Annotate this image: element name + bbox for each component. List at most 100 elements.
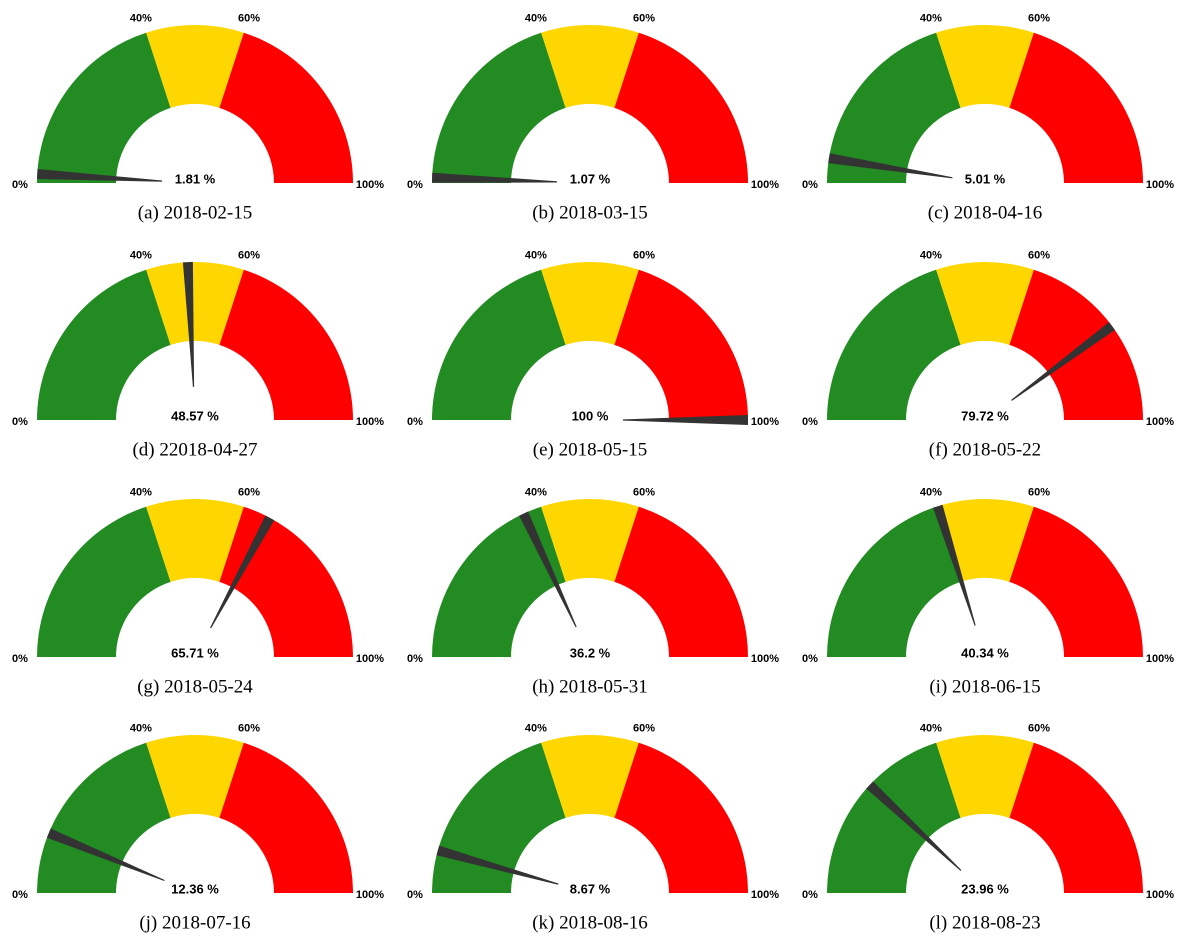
tick-label: 100%: [356, 416, 384, 428]
tick-label: 0%: [12, 653, 28, 665]
gauge-band: [936, 499, 1034, 582]
caption: (d) 22018-04-27: [132, 439, 257, 460]
gauge-band: [37, 269, 171, 420]
tick-label: 40%: [525, 486, 547, 498]
gauge-band: [827, 742, 961, 893]
needle: [46, 828, 165, 882]
gauge-band: [936, 262, 1034, 345]
tick-label: 100%: [751, 179, 779, 191]
tick-label: 100%: [751, 889, 779, 901]
tick-label: 60%: [633, 12, 655, 24]
tick-label: 40%: [920, 249, 942, 261]
tick-label: 0%: [12, 889, 28, 901]
tick-label: 40%: [525, 12, 547, 24]
gauge-band: [541, 262, 639, 345]
gauge-band: [146, 262, 244, 345]
gauge-band: [1009, 742, 1143, 893]
tick-label: 100%: [356, 653, 384, 665]
gauge-band: [219, 506, 353, 657]
gauge-band: [541, 499, 639, 582]
gauge-band: [827, 269, 961, 420]
tick-label: 60%: [238, 722, 260, 734]
needle: [1011, 321, 1115, 401]
tick-label: 0%: [12, 416, 28, 428]
gauge-band: [614, 269, 748, 420]
gauge-band: [219, 269, 353, 420]
gauge-band: [432, 742, 566, 893]
needle: [36, 169, 163, 182]
caption: (k) 2018-08-16: [532, 912, 648, 933]
tick-label: 60%: [238, 249, 260, 261]
caption: (g) 2018-05-24: [137, 676, 253, 697]
needle: [866, 781, 962, 871]
gauge-band: [432, 269, 566, 420]
value-label: 12.36 %: [171, 881, 219, 896]
tick-label: 60%: [1028, 249, 1050, 261]
gauge-band: [827, 506, 961, 657]
tick-label: 40%: [525, 722, 547, 734]
caption: (i) 2018-06-15: [929, 676, 1040, 697]
gauge-band: [614, 506, 748, 657]
caption: (e) 2018-05-15: [533, 439, 648, 460]
tick-label: 0%: [802, 889, 818, 901]
tick-label: 60%: [1028, 722, 1050, 734]
tick-label: 40%: [130, 486, 152, 498]
tick-label: 0%: [802, 653, 818, 665]
tick-label: 0%: [407, 416, 423, 428]
gauge-band: [146, 24, 244, 108]
gauge-band: [432, 32, 566, 184]
gauge-band: [146, 735, 244, 818]
value-label: 23.96 %: [961, 881, 1009, 896]
gauge-band: [37, 32, 171, 184]
tick-label: 0%: [12, 179, 28, 191]
tick-label: 60%: [633, 722, 655, 734]
gauge-band: [219, 742, 353, 893]
tick-label: 40%: [130, 249, 152, 261]
tick-label: 0%: [802, 416, 818, 428]
gauge-band: [219, 32, 353, 184]
needle: [519, 511, 577, 628]
gauge-band: [432, 506, 566, 657]
gauge-band: [614, 32, 748, 184]
tick-label: 40%: [130, 722, 152, 734]
gauge-band: [614, 742, 748, 893]
value-label: 65.71 %: [171, 645, 219, 660]
tick-label: 40%: [525, 249, 547, 261]
tick-label: 100%: [356, 889, 384, 901]
value-label: 40.34 %: [961, 645, 1009, 660]
needle: [828, 153, 953, 179]
gauge-band: [1009, 269, 1143, 420]
tick-label: 40%: [920, 722, 942, 734]
tick-label: 0%: [802, 179, 818, 191]
tick-label: 60%: [1028, 486, 1050, 498]
caption: (h) 2018-05-31: [532, 676, 648, 697]
tick-label: 60%: [633, 249, 655, 261]
caption: (j) 2018-07-16: [139, 912, 250, 933]
needle: [431, 172, 558, 183]
gauge-band: [1009, 506, 1143, 657]
tick-label: 100%: [1146, 416, 1174, 428]
value-label: 8.67 %: [570, 881, 611, 896]
gauge-band: [827, 32, 961, 184]
gauge-band: [541, 24, 639, 108]
value-label: 48.57 %: [171, 408, 219, 423]
tick-label: 0%: [407, 889, 423, 901]
tick-label: 60%: [1028, 12, 1050, 24]
value-label: 36.2 %: [570, 645, 611, 660]
gauge-band: [936, 735, 1034, 818]
tick-label: 100%: [1146, 179, 1174, 191]
needle: [210, 515, 275, 629]
value-label: 1.81 %: [175, 171, 216, 186]
gauge-band: [146, 499, 244, 582]
tick-label: 40%: [920, 12, 942, 24]
caption: (l) 2018-08-23: [929, 912, 1040, 933]
needle: [436, 845, 559, 885]
tick-label: 100%: [1146, 889, 1174, 901]
gauge-band: [936, 25, 1034, 108]
value-label: 5.01 %: [965, 171, 1006, 186]
tick-label: 100%: [751, 416, 779, 428]
tick-label: 100%: [356, 179, 384, 191]
needle: [933, 504, 976, 626]
gauge-band: [541, 735, 639, 818]
value-label: 100 %: [572, 408, 609, 423]
